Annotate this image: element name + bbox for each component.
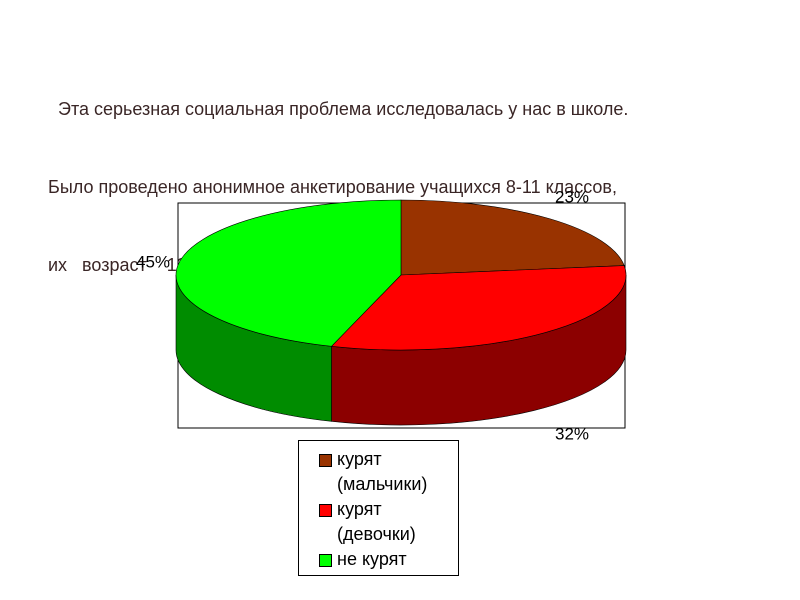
data-label: 32% xyxy=(555,424,589,443)
legend-item: курят (девочки) xyxy=(319,497,450,547)
legend-label: курят (девочки) xyxy=(337,499,416,544)
legend-item: курят (мальчики) xyxy=(319,447,450,497)
legend: курят (мальчики) курят (девочки) не курят xyxy=(298,440,459,576)
data-label: 23% xyxy=(555,187,589,206)
text-line: Эта серьезная социальная проблема исслед… xyxy=(58,99,629,119)
legend-label: курят (мальчики) xyxy=(337,449,428,494)
slice xyxy=(400,199,625,276)
slice xyxy=(330,265,627,351)
legend-swatch xyxy=(319,554,332,567)
legend-item: не курят xyxy=(319,547,450,572)
legend-swatch xyxy=(319,504,332,517)
legend-label: не курят xyxy=(337,549,407,569)
legend-swatch xyxy=(319,454,332,467)
slice xyxy=(175,199,402,347)
data-label: 45% xyxy=(136,252,170,271)
text-line: Было проведено анонимное анкетирование у… xyxy=(48,177,617,197)
